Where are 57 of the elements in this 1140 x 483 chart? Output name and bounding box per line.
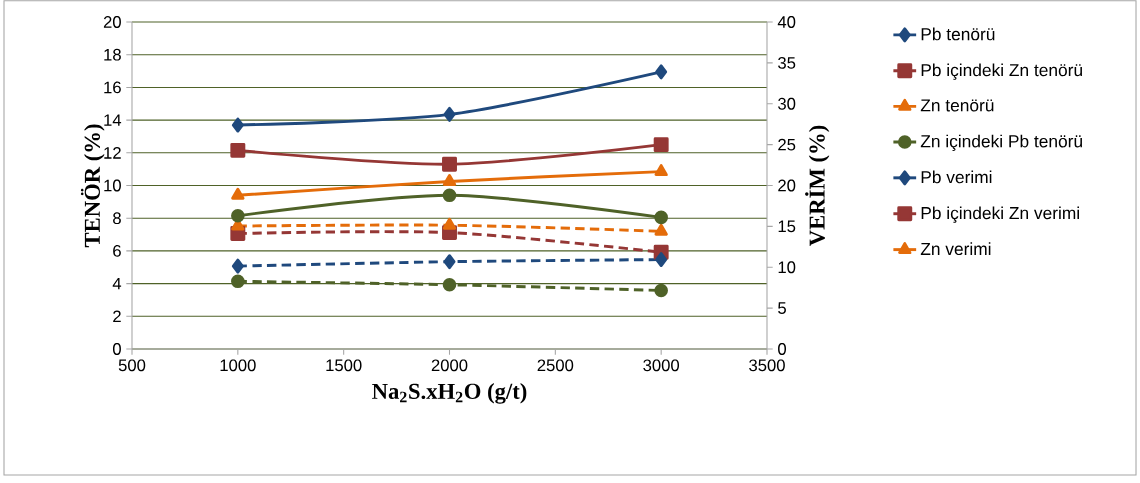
y-tick-label: 14 [104, 114, 122, 126]
point [654, 210, 668, 225]
y-tick-label: 16 [104, 81, 121, 94]
point [654, 164, 668, 177]
point [442, 173, 457, 186]
point [655, 64, 668, 80]
x-axis-title: Na$_{2}$S.xH$_{2}$O (g/t) [372, 383, 527, 404]
x-tick-label: 2500 [537, 359, 574, 372]
point [443, 254, 456, 270]
legend-label: Zn içindeki Pb tenörü [920, 134, 1082, 151]
point [231, 208, 245, 223]
point [654, 283, 668, 298]
point [442, 277, 457, 292]
legend-label: Zn tenörü [920, 99, 994, 112]
y-tick-label: 0 [112, 343, 121, 355]
point [653, 137, 669, 153]
x-tick-label: 2000 [431, 359, 468, 372]
point [443, 106, 456, 122]
point [442, 156, 457, 172]
y-tick-label: 8 [113, 212, 121, 225]
point [442, 188, 457, 203]
x-tick-label: 1000 [220, 359, 256, 372]
y2-tick-label: 25 [778, 138, 796, 151]
point [655, 252, 668, 268]
y2-tick-label: 5 [778, 302, 786, 314]
point [231, 117, 244, 133]
y2-tick-label: 0 [778, 343, 787, 355]
x-tick-label: 500 [118, 359, 146, 372]
y2-tick-label: 15 [778, 220, 796, 233]
y-tick-label: 6 [113, 245, 121, 257]
legend-label: Zn verimi [920, 242, 991, 256]
point [442, 217, 457, 230]
y2-axis-title: VERİM (%) [805, 125, 830, 247]
point [654, 223, 668, 236]
legend-label: Pb tenörü [921, 27, 995, 41]
x-tick-label: 1500 [326, 359, 362, 372]
x-tick-label: 3000 [643, 359, 680, 372]
y2-tick-label: 40 [777, 16, 796, 28]
y-tick-label: 20 [103, 16, 121, 28]
point [231, 258, 244, 274]
legend-label: Pb içindeki Zn tenörü [921, 63, 1082, 80]
point [231, 274, 245, 289]
y-axis-title: TENÖR (%) [80, 124, 105, 248]
y-tick-label: 12 [104, 147, 121, 159]
point [231, 187, 245, 200]
legend-label: Pb verimi [921, 170, 992, 184]
point [230, 142, 246, 158]
y2-tick-label: 10 [778, 261, 796, 274]
x-tick-label: 3500 [749, 359, 785, 372]
y-tick-label: 18 [104, 48, 121, 61]
y2-tick-label: 20 [778, 179, 796, 192]
y2-tick-label: 30 [778, 97, 796, 110]
y-tick-label: 10 [104, 179, 121, 192]
legend-label: Pb içindeki Zn verimi [921, 206, 1079, 223]
y2-tick-label: 35 [778, 57, 796, 69]
y-tick-label: 4 [112, 277, 122, 290]
y-tick-label: 2 [113, 310, 121, 323]
